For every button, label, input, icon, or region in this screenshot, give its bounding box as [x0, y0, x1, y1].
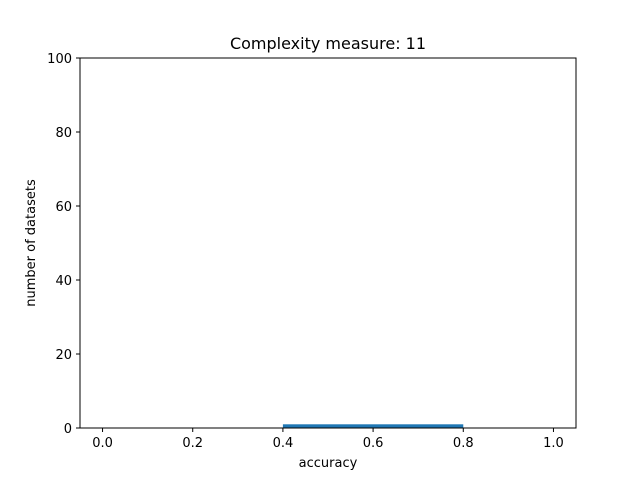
- x-tick-label: 0.0: [92, 436, 113, 451]
- x-tick-label: 0.8: [453, 436, 474, 451]
- plot-area-frame: [79, 57, 577, 429]
- y-axis-label: number of datasets: [24, 179, 39, 307]
- y-tick-label: 80: [55, 126, 72, 141]
- bars-layer: [282, 424, 464, 428]
- y-tick-label: 100: [47, 52, 72, 67]
- x-tick-label: 1.0: [543, 436, 564, 451]
- histogram-bar-0: [282, 424, 464, 428]
- x-axis-ticks: 0.0 0.2 0.4 0.6 0.8 1.0: [92, 428, 564, 451]
- y-tick-label: 40: [55, 274, 72, 289]
- chart-title: Complexity measure: 11: [230, 34, 426, 53]
- y-tick-label: 0: [64, 422, 72, 437]
- y-tick-label: 20: [55, 348, 72, 363]
- y-tick-label: 60: [55, 200, 72, 215]
- x-tick-label: 0.4: [273, 436, 294, 451]
- x-tick-label: 0.2: [182, 436, 203, 451]
- y-axis-ticks: 0 20 40 60 80 100: [47, 52, 80, 437]
- x-axis-label: accuracy: [299, 456, 358, 471]
- x-tick-label: 0.6: [363, 436, 384, 451]
